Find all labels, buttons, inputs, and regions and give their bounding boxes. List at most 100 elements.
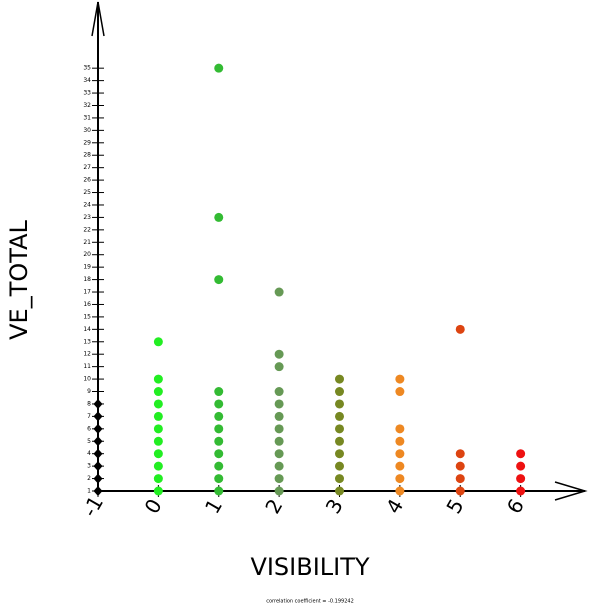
point (153, 474, 163, 484)
point (274, 461, 284, 471)
point (516, 449, 526, 459)
point (214, 399, 224, 409)
point (214, 436, 224, 446)
y-tick-label: 3 (87, 463, 91, 470)
y-tick-label: 31 (83, 114, 91, 121)
point (274, 436, 284, 446)
point (93, 398, 103, 409)
point (395, 461, 405, 471)
x-axis-arrow (554, 481, 588, 501)
point (274, 399, 284, 409)
point (335, 399, 344, 409)
y-tick-label: 10 (83, 376, 91, 383)
y-tick-label: 25 (83, 189, 91, 196)
x-tick-label: -1 (77, 492, 108, 521)
point (93, 486, 103, 496)
point (516, 474, 526, 484)
y-tick-label: 13 (83, 338, 91, 345)
point (153, 486, 163, 496)
y-tick-label: 19 (83, 264, 91, 271)
point (395, 374, 405, 384)
point (274, 287, 284, 297)
point (395, 424, 405, 434)
point (335, 486, 344, 496)
point (395, 449, 405, 459)
y-tick-label: 15 (83, 313, 91, 320)
point (214, 63, 224, 73)
point (153, 424, 163, 434)
point (214, 387, 224, 397)
x-tick-label: 5 (441, 495, 468, 518)
point (395, 486, 405, 496)
y-tick-label: 34 (83, 77, 91, 84)
point (153, 374, 163, 384)
point (335, 374, 344, 384)
point (455, 461, 465, 471)
point (274, 449, 284, 459)
point (214, 411, 224, 421)
point (153, 387, 163, 397)
point (93, 436, 103, 447)
point (274, 474, 284, 484)
point (335, 436, 344, 446)
x-axis-label: VISIBILITY (250, 553, 369, 581)
y-tick-label: 9 (87, 388, 91, 395)
point (214, 486, 224, 496)
y-tick-label: 8 (87, 400, 91, 407)
x-tick-label: 0 (140, 495, 167, 518)
y-tick-label: 1 (87, 488, 91, 495)
point (274, 424, 284, 434)
point (214, 474, 224, 484)
point (395, 474, 405, 484)
y-tick-label: 27 (83, 164, 91, 171)
point (93, 473, 103, 484)
y-tick-label: 30 (83, 127, 91, 134)
y-tick-label: 16 (83, 301, 91, 308)
point (274, 387, 284, 397)
point (274, 486, 284, 496)
y-tick-label: 35 (83, 65, 91, 72)
y-tick-label: 24 (83, 201, 91, 208)
y-tick-label: 7 (87, 413, 91, 420)
y-tick-label: 6 (87, 425, 91, 432)
point (455, 474, 465, 484)
point (153, 411, 163, 421)
point (516, 486, 526, 496)
point (214, 212, 224, 222)
point (214, 424, 224, 434)
y-tick-label: 2 (87, 475, 91, 482)
point (455, 449, 465, 459)
y-tick-label: 20 (83, 251, 91, 258)
y-tick-label: 18 (83, 276, 91, 283)
point (455, 324, 465, 334)
y-tick-label: 33 (83, 90, 91, 97)
point (335, 474, 344, 484)
y-tick-label: 5 (87, 438, 91, 445)
y-tick-label: 23 (83, 214, 91, 221)
point (93, 448, 103, 459)
y-axis-label: VE_TOTAL (5, 220, 33, 340)
y-tick-label: 28 (83, 152, 91, 159)
x-tick-label: 3 (321, 495, 348, 518)
point (93, 461, 103, 472)
x-tick-label: 1 (200, 495, 227, 518)
point (153, 461, 163, 471)
point (93, 423, 103, 434)
point (274, 411, 284, 421)
point (395, 387, 405, 397)
y-tick-label: 29 (83, 139, 91, 146)
point (335, 449, 344, 459)
point (153, 449, 163, 459)
y-tick-label: 12 (83, 351, 91, 358)
x-tick-label: 6 (502, 495, 529, 518)
point (395, 436, 405, 446)
point (93, 411, 103, 422)
point (274, 362, 284, 372)
point (153, 436, 163, 446)
point (455, 486, 465, 496)
point (274, 349, 284, 359)
point (214, 461, 224, 471)
annotation: correlation coefficient = -0.199242 (266, 599, 354, 605)
point (516, 461, 526, 471)
